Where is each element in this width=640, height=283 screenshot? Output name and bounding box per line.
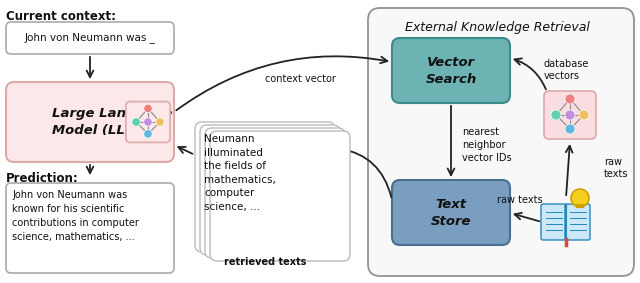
Text: Text
Store: Text Store [431, 198, 471, 228]
Text: External Knowledge Retrieval: External Knowledge Retrieval [404, 21, 589, 34]
Text: raw texts: raw texts [497, 195, 543, 205]
Text: John von Neumann was _: John von Neumann was _ [24, 33, 156, 44]
FancyBboxPatch shape [368, 8, 634, 276]
Circle shape [565, 94, 575, 104]
FancyBboxPatch shape [200, 125, 340, 255]
FancyBboxPatch shape [6, 82, 174, 162]
Text: Large Language
Model (LLM): Large Language Model (LLM) [52, 107, 172, 137]
Text: Neumann
illuminated
the fields of
mathematics,
computer
science, ...: Neumann illuminated the fields of mathem… [204, 134, 276, 212]
Circle shape [551, 110, 561, 120]
Text: nearest
neighbor
vector IDs: nearest neighbor vector IDs [462, 127, 511, 163]
Circle shape [132, 118, 140, 126]
FancyBboxPatch shape [126, 102, 170, 142]
Circle shape [565, 124, 575, 134]
Circle shape [571, 189, 589, 207]
Circle shape [144, 130, 152, 138]
FancyBboxPatch shape [6, 22, 174, 54]
Circle shape [565, 110, 575, 120]
FancyBboxPatch shape [195, 122, 335, 252]
FancyBboxPatch shape [565, 204, 590, 240]
FancyBboxPatch shape [205, 128, 345, 258]
Text: Current context:: Current context: [6, 10, 116, 23]
FancyBboxPatch shape [392, 180, 510, 245]
Text: retrieved texts: retrieved texts [224, 257, 306, 267]
Text: context vector: context vector [264, 74, 335, 84]
FancyBboxPatch shape [541, 204, 566, 240]
Text: database
vectors: database vectors [544, 59, 589, 81]
Text: Prediction:: Prediction: [6, 172, 79, 185]
Circle shape [144, 118, 152, 126]
FancyBboxPatch shape [392, 38, 510, 103]
Circle shape [579, 110, 589, 120]
FancyBboxPatch shape [6, 183, 174, 273]
Text: raw
texts: raw texts [604, 157, 628, 179]
FancyBboxPatch shape [544, 91, 596, 139]
Text: Vector
Search: Vector Search [426, 56, 477, 86]
Circle shape [156, 118, 164, 126]
FancyBboxPatch shape [210, 131, 350, 261]
Circle shape [144, 104, 152, 113]
Text: John von Neumann was
known for his scientific
contributions in computer
science,: John von Neumann was known for his scien… [12, 190, 139, 242]
